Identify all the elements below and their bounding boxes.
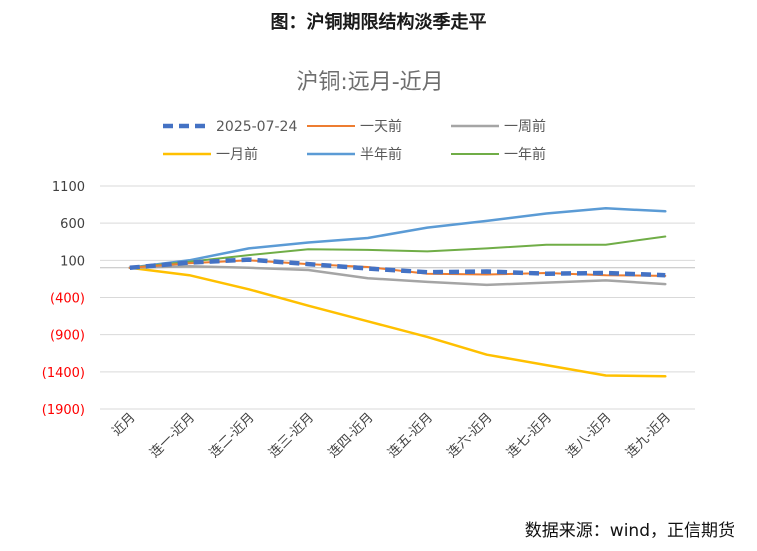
x-tick-label: 连三-近月	[266, 410, 317, 461]
x-tick-label: 连四-近月	[325, 410, 376, 461]
y-tick-label: (1400)	[42, 366, 85, 381]
legend-label: 一年前	[504, 146, 546, 163]
x-tick-label: 近月	[110, 410, 139, 439]
series-line-3	[128, 266, 667, 378]
x-tick-label: 连五-近月	[385, 410, 436, 461]
legend-label: 一天前	[360, 118, 402, 135]
x-tick-label: 连六-近月	[444, 410, 495, 461]
y-tick-label: 100	[60, 254, 85, 269]
legend-label: 半年前	[360, 146, 402, 163]
x-tick-label: 连七-近月	[504, 410, 555, 461]
source-note: 数据来源：wind，正信期货	[524, 521, 735, 541]
y-tick-label: 600	[60, 217, 85, 232]
y-tick-label: 1100	[52, 180, 85, 195]
y-tick-label: (400)	[50, 292, 85, 307]
series-group	[128, 207, 667, 378]
figure-title: 图：沪铜期限结构淡季走平	[270, 12, 487, 33]
y-tick-label: (1900)	[42, 403, 85, 418]
legend-label: 一周前	[504, 118, 546, 135]
x-tick-label: 连九-近月	[623, 410, 674, 461]
series-line-0	[129, 257, 666, 278]
x-tick-label: 连八-近月	[563, 410, 614, 461]
legend-label: 一月前	[216, 146, 258, 163]
y-axis: 1100 600 100 (400) (900) (1400) (1900)	[42, 180, 85, 418]
x-tick-label: 连二-近月	[206, 410, 257, 461]
series-line-5	[128, 235, 667, 269]
series-line-2	[128, 265, 667, 287]
series-line-4	[128, 207, 667, 270]
y-tick-label: (900)	[50, 329, 85, 344]
x-tick-label: 连一-近月	[147, 410, 198, 461]
legend-label: 2025-07-24	[216, 119, 297, 135]
chart-title: 沪铜:远月-近月	[296, 70, 443, 95]
x-axis: 近月 连一-近月 连二-近月 连三-近月 连四-近月 连五-近月 连六-近月 连七-近月 连八-…	[110, 410, 675, 461]
